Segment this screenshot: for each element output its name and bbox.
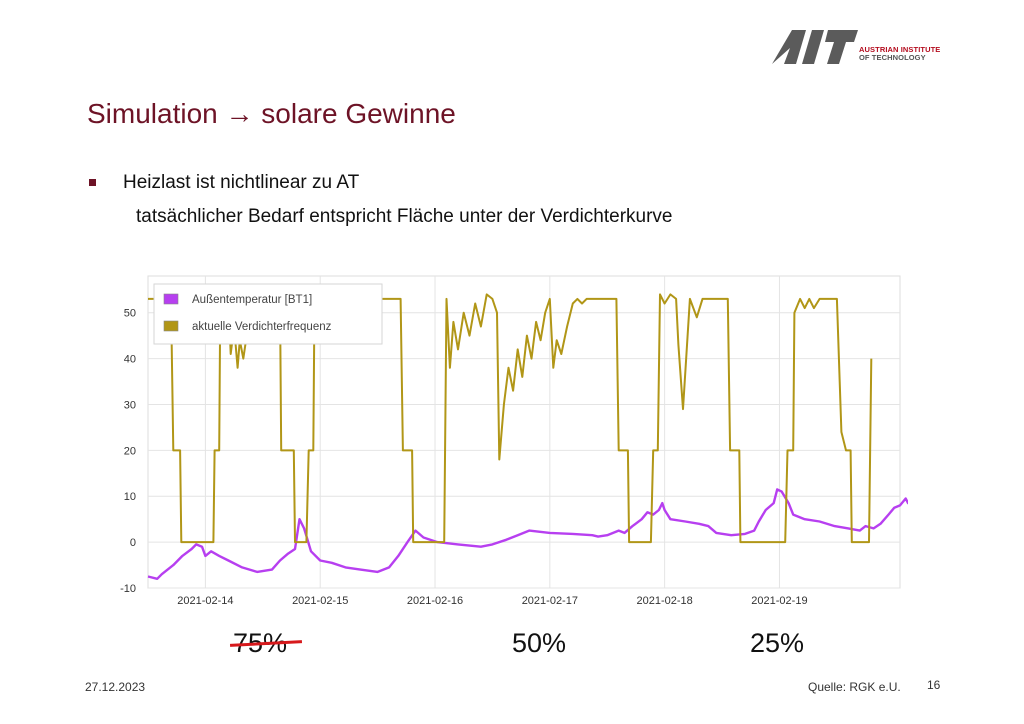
x-tick-label: 2021-02-17 bbox=[522, 595, 578, 607]
y-tick-label: 40 bbox=[124, 354, 136, 366]
series-line-temperature bbox=[147, 488, 908, 580]
x-axis: 2021-02-14 2021-02-15 2021-02-16 2021-02-17… bbox=[177, 595, 807, 607]
y-axis: -10 0 10 20 30 40 50 bbox=[120, 308, 136, 595]
percent-label-3: 25% bbox=[750, 628, 805, 658]
legend: Außentemperatur [BT1] aktuelle Verdichter… bbox=[153, 283, 383, 345]
ait-logo-t-mark bbox=[825, 30, 858, 64]
ait-logo bbox=[772, 30, 858, 64]
ait-logo-a-mark bbox=[772, 30, 806, 64]
legend-box bbox=[153, 283, 383, 345]
legend-label: Außentemperatur [BT1] bbox=[192, 294, 312, 306]
x-tick-label: 2021-02-16 bbox=[407, 595, 463, 607]
y-tick-label: 0 bbox=[130, 537, 136, 549]
x-tick-label: 2021-02-14 bbox=[177, 595, 233, 607]
y-tick-label: 50 bbox=[124, 308, 136, 320]
logo-text-line2: OF TECHNOLOGY bbox=[859, 53, 926, 62]
bullet-text: Heizlast ist nichtlinear zu AT bbox=[123, 172, 360, 193]
logo-text-line1: AUSTRIAN INSTITUTE bbox=[859, 46, 940, 54]
x-tick-label: 2021-02-18 bbox=[637, 595, 693, 607]
page-title: Simulation → solare Gewinne bbox=[87, 98, 456, 129]
y-tick-label: 20 bbox=[124, 445, 136, 457]
bullet-square-icon bbox=[89, 179, 96, 186]
y-tick-label: 10 bbox=[124, 491, 136, 503]
footer-date: 27.12.2023 bbox=[85, 680, 146, 694]
y-tick-label: 30 bbox=[124, 399, 136, 411]
x-tick-label: 2021-02-19 bbox=[751, 595, 807, 607]
percent-label-2: 50% bbox=[512, 628, 567, 658]
logo-text: AUSTRIAN INSTITUTE OF TECHNOLOGY bbox=[859, 46, 940, 62]
page-number: 16 bbox=[927, 678, 941, 692]
legend-swatch bbox=[163, 320, 179, 332]
x-tick-label: 2021-02-15 bbox=[292, 595, 348, 607]
footer-source: Quelle: RGK e.U. bbox=[808, 680, 901, 694]
ait-logo-i-mark bbox=[802, 30, 824, 64]
y-tick-label: -10 bbox=[120, 583, 136, 595]
legend-label: aktuelle Verdichterfrequenz bbox=[192, 321, 332, 333]
logo-text-line1-text: AUSTRIAN INSTITUTE bbox=[859, 45, 941, 54]
legend-swatch bbox=[163, 293, 179, 305]
bullet-subline: tatsächlicher Bedarf entspricht Fläche u… bbox=[136, 206, 673, 227]
